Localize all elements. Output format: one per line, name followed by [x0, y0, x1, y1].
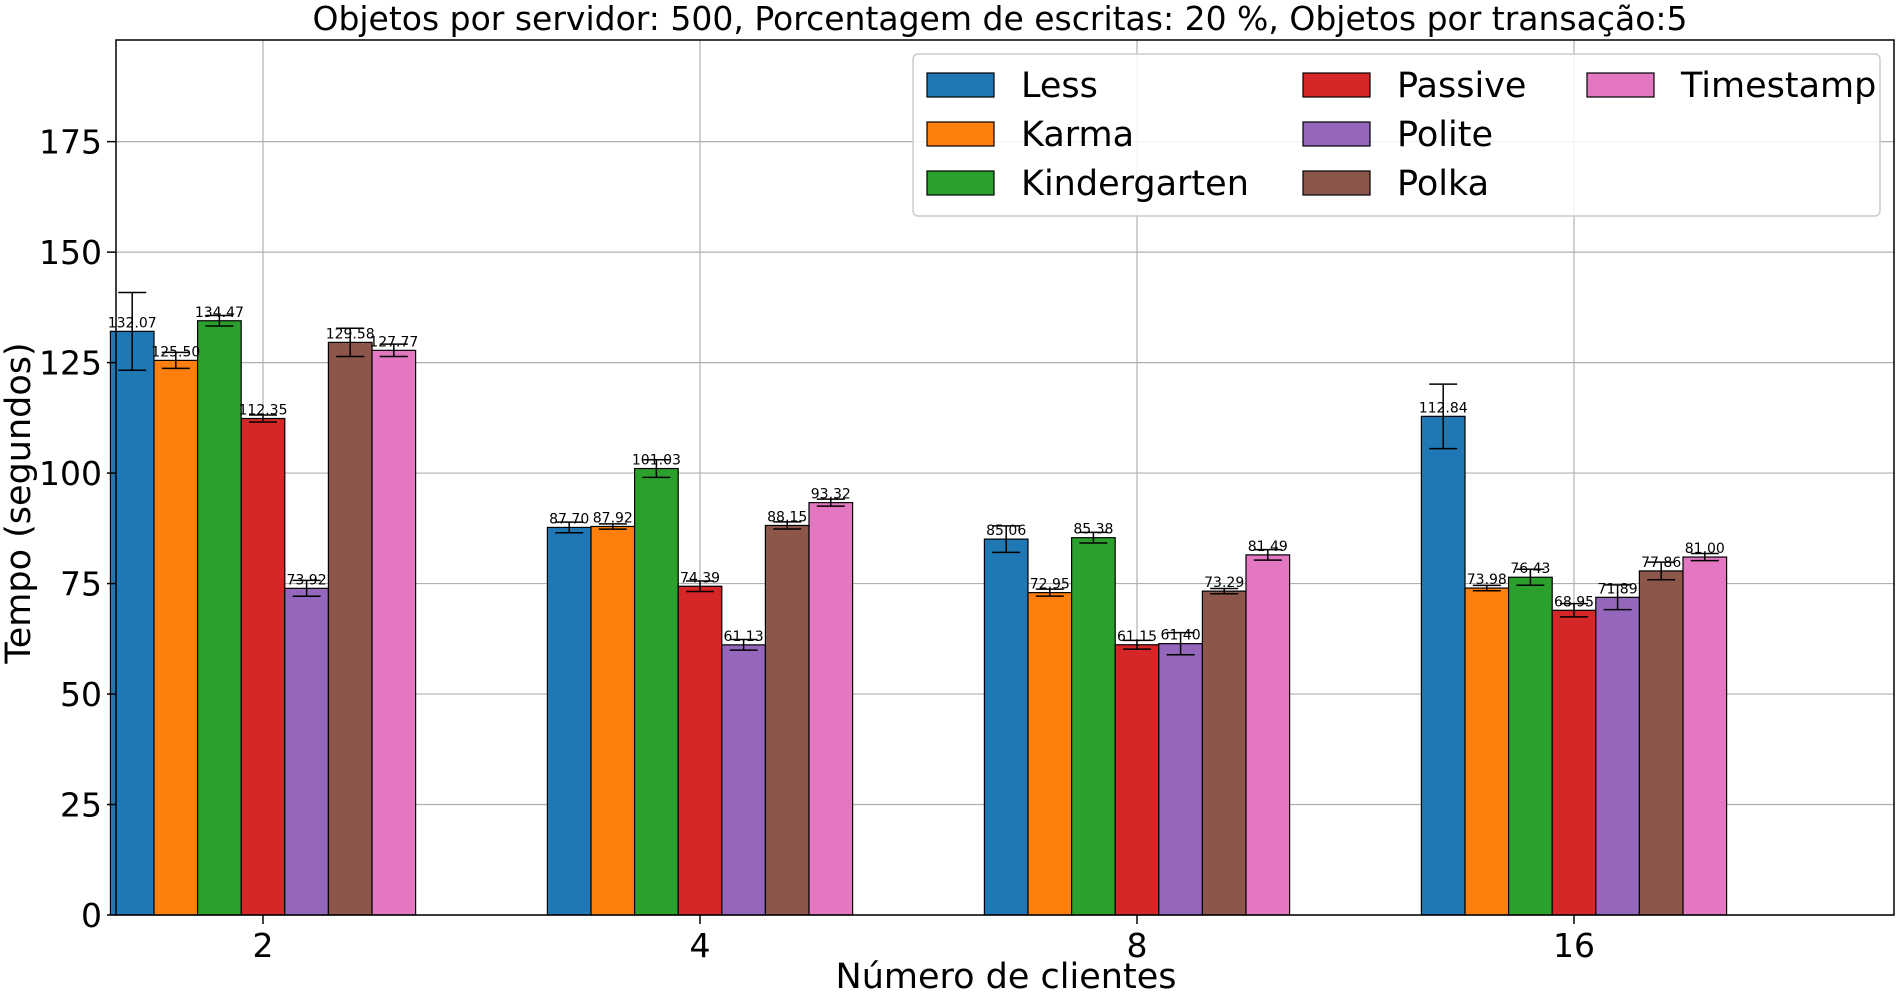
data-label: 101.03	[632, 453, 681, 469]
bar	[1638, 570, 1684, 916]
data-labels-layer: 132.07 87.70 85.06 112.84 125.50 87.92 72.95 73…	[108, 305, 1725, 645]
bar	[1201, 590, 1247, 916]
data-label: 85.38	[1073, 522, 1113, 538]
legend-swatch	[1302, 170, 1371, 196]
bar	[633, 467, 679, 916]
data-label: 81.00	[1685, 541, 1725, 557]
bar	[1420, 415, 1466, 916]
legend-label: Kindergarten	[1021, 164, 1249, 204]
legend-label: Karma	[1021, 115, 1134, 155]
data-label: 87.92	[593, 510, 633, 526]
bar	[1682, 556, 1728, 916]
data-label: 93.32	[811, 487, 851, 503]
axes-layer: 0 25 50 75 100 125 150 175 2 4 8 16	[39, 39, 1895, 965]
data-label: 76.43	[1510, 561, 1550, 577]
data-label: 112.84	[1419, 400, 1468, 416]
data-label: 74.39	[680, 570, 720, 586]
y-tick-label: 25	[60, 786, 102, 825]
bar	[1027, 592, 1073, 916]
bar	[327, 341, 373, 916]
y-tick-label: 100	[39, 454, 102, 493]
y-axis-label: Tempo (segundos)	[0, 342, 39, 664]
data-label: 73.92	[287, 572, 327, 588]
y-tick-label: 75	[60, 565, 102, 604]
data-label: 61.13	[724, 629, 764, 645]
data-label: 73.98	[1467, 572, 1507, 588]
data-label: 87.70	[549, 511, 589, 527]
bar	[546, 526, 592, 916]
y-tick-label: 150	[39, 233, 102, 272]
data-label: 68.95	[1554, 594, 1594, 610]
bar	[1595, 596, 1641, 916]
bar	[1114, 644, 1160, 916]
bar	[284, 587, 329, 916]
data-label: 61.15	[1117, 629, 1157, 645]
error-bars-layer	[118, 291, 1719, 656]
y-tick-label: 0	[81, 896, 102, 935]
legend-label: Timestamp	[1680, 66, 1876, 106]
bar	[677, 585, 723, 916]
bar	[109, 330, 155, 916]
data-label: 61.40	[1161, 628, 1201, 644]
legend-label: Polite	[1397, 115, 1493, 155]
data-label: 125.50	[151, 344, 200, 360]
data-label: 73.29	[1204, 575, 1244, 591]
data-label: 71.89	[1598, 581, 1638, 597]
data-label: 85.06	[986, 523, 1026, 539]
bar	[1507, 576, 1553, 916]
data-label: 88.15	[767, 509, 807, 525]
bar	[371, 349, 417, 916]
legend-swatch	[926, 121, 995, 147]
bar	[1070, 537, 1116, 916]
legend-swatch	[1586, 72, 1655, 98]
legend-swatch	[926, 170, 995, 196]
bar	[1464, 587, 1510, 916]
chart-title: Objetos por servidor: 500, Porcentagem d…	[312, 0, 1687, 38]
plot-frame	[115, 39, 1895, 916]
data-label: 112.35	[239, 403, 288, 419]
legend-swatch	[1302, 121, 1371, 147]
data-label: 81.49	[1248, 539, 1288, 555]
legend-swatch	[926, 72, 995, 98]
x-tick-label: 4	[690, 926, 711, 965]
data-label: 77.86	[1641, 555, 1681, 571]
legend-label: Passive	[1397, 66, 1526, 106]
legend-label: Polka	[1397, 164, 1489, 204]
bar	[764, 524, 810, 916]
bar	[808, 502, 854, 916]
bars-layer	[109, 320, 1728, 916]
data-label: 127.77	[369, 334, 418, 350]
x-tick-label: 16	[1553, 926, 1595, 965]
legend-label: Less	[1021, 66, 1098, 106]
bar	[153, 359, 199, 916]
y-tick-label: 175	[39, 123, 102, 162]
bar	[197, 320, 242, 916]
data-label: 132.07	[108, 315, 157, 331]
data-label: 134.47	[195, 305, 244, 321]
bar	[590, 525, 636, 916]
legend: Less Karma Kindergarten Passive Polite Polka T…	[912, 53, 1881, 217]
bar	[721, 644, 766, 916]
bar	[1245, 554, 1291, 916]
x-axis-label: Número de clientes	[836, 957, 1177, 997]
data-label: 72.95	[1030, 577, 1070, 593]
y-tick-label: 125	[39, 344, 102, 383]
bar	[240, 417, 286, 916]
data-label: 129.58	[326, 326, 375, 342]
legend-swatch	[1302, 72, 1371, 98]
y-tick-label: 50	[60, 675, 102, 714]
bar	[983, 538, 1029, 916]
bar	[1551, 609, 1597, 916]
x-tick-label: 2	[253, 926, 274, 965]
x-tick-label: 8	[1127, 926, 1148, 965]
bar	[1158, 643, 1204, 916]
